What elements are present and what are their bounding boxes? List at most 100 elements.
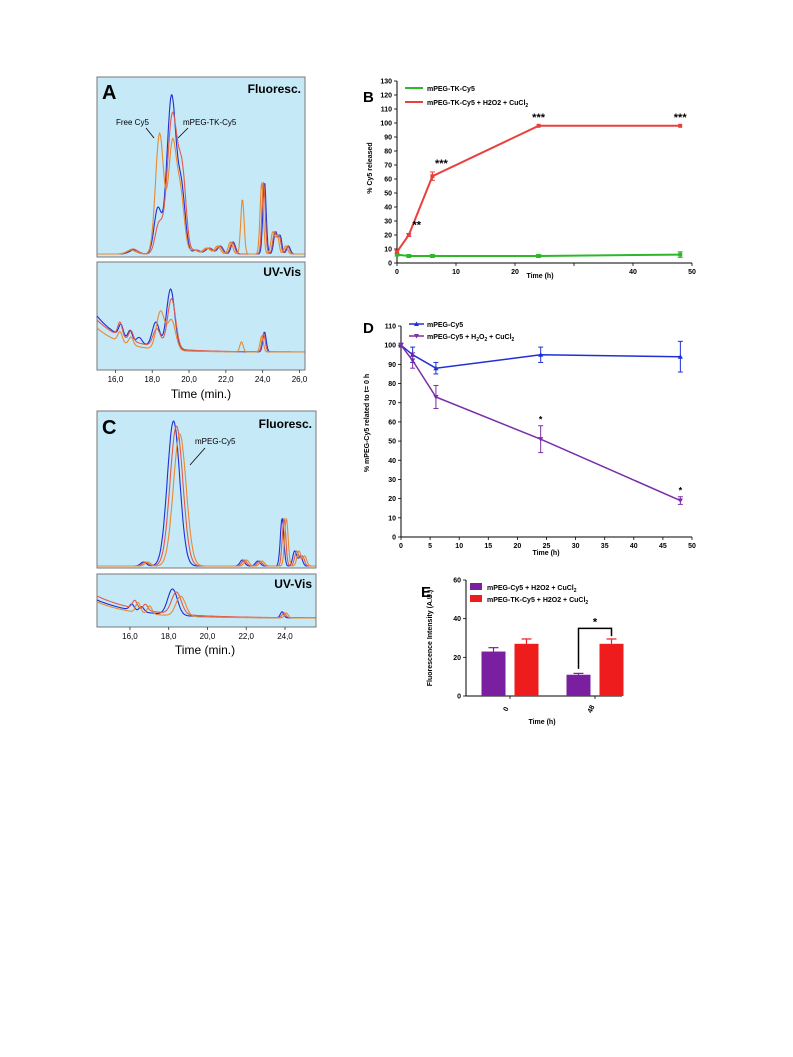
- panel-b-significance-0: **: [413, 220, 422, 232]
- panel-b-y-tick-label-7: 70: [384, 163, 392, 170]
- panel-b-significance-2: ***: [532, 112, 546, 124]
- panel-e-bar-2-1: [599, 643, 624, 696]
- panel-b-series-1-point-0: [395, 252, 399, 257]
- panel-b-y-tick-label-13: 130: [380, 79, 392, 86]
- panel-b-legend: mPEG-TK-Cy5 mPEG-TK-Cy5 + H2O2 + CuCl2: [405, 86, 528, 109]
- panel-b-x-tick-label-2: 20: [511, 269, 519, 276]
- panel-e-y-tick-label-0: 0: [457, 694, 461, 701]
- panel-e-legend-swatch-2: [470, 595, 482, 602]
- panel-c-x-label: Time (min.): [175, 643, 235, 657]
- panel-d-x-tick-label-5: 25: [543, 543, 551, 550]
- panel-b-series-2-point-4: [678, 123, 683, 128]
- panel-b-x-label: Time (h): [526, 273, 553, 280]
- panel-e-bar-1-0: [481, 651, 506, 696]
- panel-d-x-tick-label-10: 50: [688, 543, 696, 550]
- panel-a-x-tick-label-3: 22,0: [218, 375, 234, 384]
- panel-c-x-tick-label-2: 20,0: [200, 632, 216, 641]
- panel-c-fluoresc-title: Fluoresc.: [259, 417, 312, 431]
- panel-b-y-tick-label-6: 60: [384, 177, 392, 184]
- panel-a-x-tick-label-4: 24,0: [255, 375, 271, 384]
- panel-c-arrow-mpeg-cy5: [189, 447, 206, 466]
- panel-d-significance-1: *: [679, 486, 683, 496]
- panel-b: B 0 10 20 30 40 50 60 70 80 90 100 110 120 130 0 10 20 40…: [363, 79, 696, 281]
- panel-b-y-tick-label-1: 10: [384, 247, 392, 254]
- panel-e-x-tick-label-1: 48: [587, 704, 597, 714]
- panel-a-uvvis-trace-3: [96, 310, 305, 353]
- panel-e-y-tick-label-3: 60: [453, 578, 461, 585]
- panel-a-annotation-mpeg-tk-cy5: mPEG-TK-Cy5: [183, 118, 237, 127]
- panel-b-y-tick-label-8: 80: [384, 149, 392, 156]
- panel-d-series-1-point-2: [433, 365, 439, 371]
- panel-d-y-tick-label-9: 90: [388, 362, 396, 369]
- panel-a: A Fluoresc. UV-Vis Free Cy5 mPEG-TK-Cy5 …: [96, 76, 308, 401]
- panel-c-x-tick-label-0: 16,0: [122, 632, 138, 641]
- panel-d-x-tick-label-2: 10: [455, 543, 463, 550]
- panel-b-plot: ******** ***: [394, 112, 687, 258]
- panel-d-significance-0: *: [539, 415, 543, 425]
- panel-e-significance-bracket: [577, 627, 613, 669]
- panel-a-x-label: Time (min.): [171, 387, 231, 401]
- panel-e-legend: mPEG-Cy5 + H2O2 + CuCl2 mPEG-TK-Cy5 + H2…: [470, 583, 588, 606]
- panel-d-x-tick-label-6: 30: [572, 543, 580, 550]
- panel-a-arrow-free-cy5: [145, 127, 155, 139]
- panel-d-series-2-point-4: [677, 498, 683, 504]
- panel-d-series-2-point-1: [410, 358, 416, 364]
- panel-b-x-tick-label-4: 40: [629, 269, 637, 276]
- panel-a-x-ticks: 16,0 18,0 20,0 22,0 24,0 26,0: [108, 370, 308, 384]
- panel-d-y-tick-label-2: 20: [388, 496, 396, 503]
- panel-a-x-tick-label-2: 20,0: [181, 375, 197, 384]
- panel-b-letter: B: [363, 89, 374, 106]
- panel-d-legend: mPEG-Cy5 mPEG-Cy5 + H2O2 + CuCl2: [409, 321, 515, 343]
- panel-c-uvvis-traces: [96, 588, 316, 619]
- panel-b-axes: 0 10 20 30 40 50 60 70 80 90 100 110 120 130 0 10 20 40 50: [380, 79, 696, 277]
- panel-e-letter: E: [421, 584, 431, 601]
- panel-d-series-2-point-2: [433, 394, 439, 400]
- panel-d-y-tick-label-1: 10: [388, 515, 396, 522]
- panel-c-annotation-mpeg-cy5: mPEG-Cy5: [195, 437, 236, 446]
- panel-c-x-ticks: 16,0 18,0 20,0 22,0 24,0: [122, 627, 293, 641]
- panel-e-legend-label-1: mPEG-Cy5 + H2O2 + CuCl2: [487, 585, 577, 594]
- panel-c-fluoresc-background: [96, 410, 317, 569]
- panel-c-uvvis-trace-3: [96, 595, 316, 619]
- panel-c-x-tick-label-3: 22,0: [238, 632, 254, 641]
- panel-a-fluoresc-title: Fluoresc.: [248, 82, 301, 96]
- panel-d-legend-label-1: mPEG-Cy5: [427, 322, 463, 329]
- panel-e-y-tick-label-1: 20: [453, 655, 461, 662]
- panel-b-legend-label-1: mPEG-TK-Cy5: [427, 86, 475, 93]
- panel-c-x-tick-label-4: 24,0: [277, 632, 293, 641]
- panel-b-y-tick-label-12: 120: [380, 93, 392, 100]
- panel-b-series-2-point-3: [536, 123, 541, 128]
- panel-e-axes: 0 20 40 60 0 48: [453, 578, 622, 714]
- panel-c: C Fluoresc. UV-Vis mPEG-Cy5 16,0 18,0 20,0…: [96, 410, 317, 657]
- panel-d: D 0 10 20 30 40 50 60 70 80 90 100 110 0 5 10 15 20 25 30 3…: [363, 320, 696, 557]
- panel-b-y-tick-label-4: 40: [384, 205, 392, 212]
- panel-d-y-tick-label-4: 40: [388, 458, 396, 465]
- panel-d-x-tick-label-3: 15: [484, 543, 492, 550]
- panel-a-fluoresc-trace-3: [97, 131, 305, 255]
- panel-d-series-2-point-3: [538, 437, 544, 442]
- panel-b-series-1-point-1: [406, 254, 411, 258]
- panel-b-series-1-point-2: [430, 254, 435, 258]
- panel-d-y-tick-label-5: 50: [388, 439, 396, 446]
- panel-a-letter: A: [102, 82, 116, 104]
- panel-a-annotation-free-cy5: Free Cy5: [116, 118, 149, 127]
- panel-a-fluoresc-traces: [97, 94, 305, 255]
- panel-d-series-1-point-4: [677, 354, 683, 359]
- panel-b-series-1-point-4: [678, 252, 683, 257]
- panel-c-x-tick-label-1: 18,0: [161, 632, 177, 641]
- panel-d-y-tick-label-3: 30: [388, 477, 396, 484]
- panel-b-x-tick-label-5: 50: [688, 269, 696, 276]
- panel-d-x-tick-label-0: 0: [399, 543, 403, 550]
- panel-a-x-tick-label-0: 16,0: [108, 375, 124, 384]
- panel-d-x-label: Time (h): [532, 550, 559, 557]
- panel-d-x-tick-label-9: 45: [659, 543, 667, 550]
- panel-c-letter: C: [102, 417, 116, 439]
- panel-e-x-tick-label-0: 0: [503, 706, 511, 713]
- panel-e-legend-label-2: mPEG-TK-Cy5 + H2O2 + CuCl2: [487, 597, 588, 606]
- panel-d-series-2-point-0: [398, 343, 404, 348]
- panel-c-fluoresc-trace-3: [97, 433, 316, 567]
- panel-b-series-2-point-1: [406, 233, 411, 237]
- panel-d-letter: D: [363, 320, 374, 337]
- panel-b-y-tick-label-5: 50: [384, 191, 392, 198]
- panel-b-y-tick-label-11: 110: [381, 107, 392, 114]
